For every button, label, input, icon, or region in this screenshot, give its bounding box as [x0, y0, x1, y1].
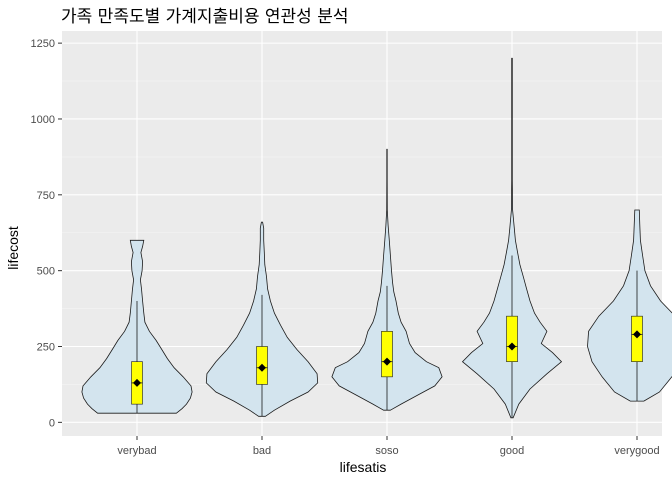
mean-point — [633, 330, 641, 339]
mean-point — [258, 363, 266, 372]
y-tick-label: 1000 — [31, 114, 55, 126]
box-iqr — [381, 331, 393, 378]
violins — [81, 57, 672, 419]
y-axis-title: lifecost — [5, 226, 21, 270]
box-iqr — [631, 315, 643, 362]
x-tick-label-soso: soso — [375, 445, 398, 457]
x-axis-title: lifesatis — [340, 459, 387, 475]
x-tick-label-bad: bad — [253, 445, 271, 457]
y-axis-ticks: 0 250 500 750 1000 1250 — [31, 38, 62, 429]
violin-shape — [461, 57, 563, 419]
y-tick-label: 250 — [37, 342, 55, 354]
y-tick-label: 500 — [37, 266, 55, 278]
violin-shape — [587, 209, 672, 402]
mean-point — [133, 378, 141, 387]
violin-shape — [331, 148, 443, 411]
y-tick-label: 750 — [37, 190, 55, 202]
violin-bad — [205, 221, 319, 417]
x-tick-label-good: good — [500, 445, 524, 457]
violin-verybad — [81, 239, 193, 414]
violin-soso — [331, 148, 443, 411]
box-iqr — [506, 315, 518, 362]
mean-point — [508, 342, 516, 351]
y-tick-label: 1250 — [31, 38, 55, 50]
y-tick-label: 0 — [49, 417, 55, 429]
x-tick-label-verygood: verygood — [614, 445, 659, 457]
x-tick-label-verybad: verybad — [117, 445, 156, 457]
mean-point — [383, 357, 391, 366]
violin-good — [461, 57, 563, 419]
x-axis-ticks: verybad bad soso good verygood — [117, 436, 660, 457]
chart-title: 가족 만족도별 가계지출비용 연관성 분석 — [61, 7, 349, 27]
violin-verygood — [587, 209, 672, 402]
